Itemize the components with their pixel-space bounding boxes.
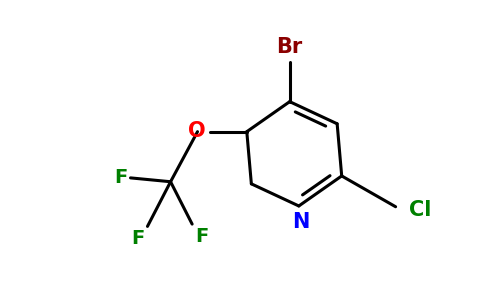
Text: N: N — [292, 212, 309, 232]
Text: Cl: Cl — [409, 200, 432, 220]
Text: F: F — [195, 227, 209, 246]
Text: F: F — [114, 168, 127, 187]
Text: F: F — [131, 230, 144, 248]
Text: O: O — [188, 121, 206, 141]
Text: Br: Br — [276, 37, 303, 57]
